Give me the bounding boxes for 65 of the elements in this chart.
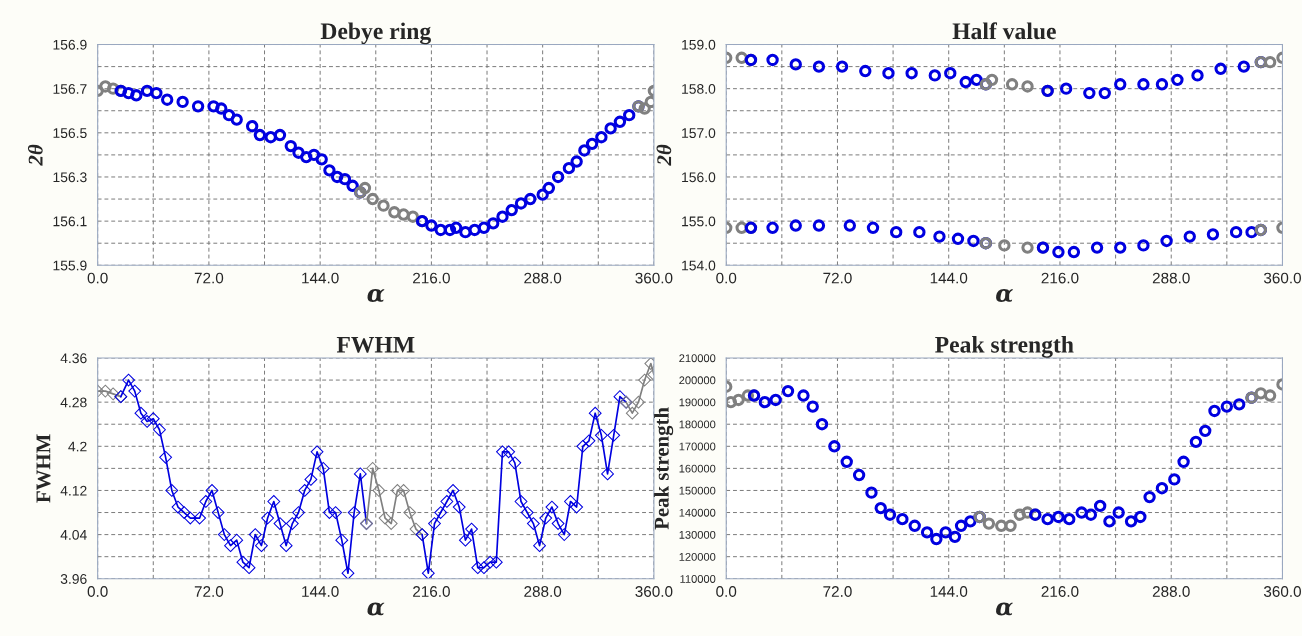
y-tick-label: 4.2 (68, 441, 87, 452)
x-tick-label: 360.0 (1263, 586, 1301, 597)
y-tick-label: 200000 (679, 376, 716, 385)
y-tick-label: 158.0 (682, 84, 716, 94)
y-tick-label: 156.5 (53, 128, 87, 138)
x-tick-label: 288.0 (1152, 272, 1190, 284)
x-tick-label: 288.0 (524, 586, 562, 597)
x-tick-label: 360.0 (635, 586, 673, 597)
x-axis-title: α (367, 289, 385, 302)
chart-title: Half value (952, 22, 1056, 40)
x-tick-label: 216.0 (413, 272, 450, 284)
y-tick-label: 110000 (680, 575, 716, 583)
y-tick-label: 156.0 (682, 172, 716, 183)
x-tick-label: 288.0 (1152, 586, 1190, 597)
y-tick-label: 4.36 (60, 353, 87, 364)
y-tick-label: 155.9 (53, 260, 87, 271)
x-tick-label: 216.0 (413, 586, 450, 597)
y-tick-label: 210000 (679, 354, 716, 363)
x-tick-label: 216.0 (1041, 586, 1079, 597)
x-tick-label: 0.0 (87, 272, 108, 284)
y-tick-label: 156.9 (53, 39, 87, 50)
x-tick-label: 72.0 (194, 272, 224, 284)
chart-title: Peak strength (935, 336, 1074, 358)
y-tick-label: 159.0 (682, 39, 716, 50)
y-tick-label: 155.0 (682, 216, 716, 227)
y-tick-label: 4.04 (60, 529, 87, 540)
x-tick-label: 144.0 (302, 272, 339, 284)
chart-title: FWHM (336, 336, 415, 353)
y-tick-label: 156.7 (53, 84, 87, 94)
x-tick-label: 72.0 (194, 586, 224, 597)
chart-title: Debye ring (320, 22, 431, 45)
y-tick-label: 160000 (679, 464, 716, 473)
x-axis-title: α (996, 289, 1013, 302)
x-tick-label: 288.0 (524, 272, 562, 284)
y-tick-label: 154.0 (682, 260, 716, 271)
x-tick-label: 0.0 (716, 272, 737, 284)
x-tick-label: 216.0 (1041, 272, 1079, 284)
x-tick-label: 360.0 (635, 272, 673, 284)
y-tick-label: 140000 (679, 508, 716, 517)
x-tick-label: 144.0 (302, 586, 339, 597)
x-tick-label: 72.0 (823, 586, 852, 597)
y-axis-title: Peak strength (654, 407, 674, 530)
x-axis-title: α (996, 602, 1013, 616)
y-tick-label: 4.12 (60, 485, 87, 496)
y-tick-label: 180000 (679, 420, 716, 429)
y-axis-title: 2θ (27, 144, 43, 166)
y-tick-label: 156.3 (53, 172, 87, 183)
y-tick-label: 150000 (679, 486, 716, 495)
y-tick-label: 4.28 (60, 397, 87, 408)
x-tick-label: 144.0 (930, 272, 968, 284)
y-tick-label: 190000 (679, 398, 716, 407)
y-axis-title: FWHM (36, 434, 51, 503)
x-tick-label: 72.0 (823, 272, 852, 284)
y-tick-label: 120000 (679, 552, 716, 561)
y-axis-title: 2θ (656, 144, 672, 166)
x-axis-title: α (367, 602, 385, 616)
x-tick-label: 0.0 (87, 586, 108, 597)
y-tick-label: 3.96 (60, 574, 87, 584)
x-tick-label: 144.0 (930, 586, 968, 597)
x-tick-label: 360.0 (1263, 272, 1301, 284)
y-tick-label: 156.1 (53, 216, 87, 227)
x-tick-label: 0.0 (716, 586, 737, 597)
y-tick-label: 157.0 (682, 128, 716, 138)
y-tick-label: 130000 (679, 530, 716, 539)
y-tick-label: 170000 (679, 442, 716, 451)
